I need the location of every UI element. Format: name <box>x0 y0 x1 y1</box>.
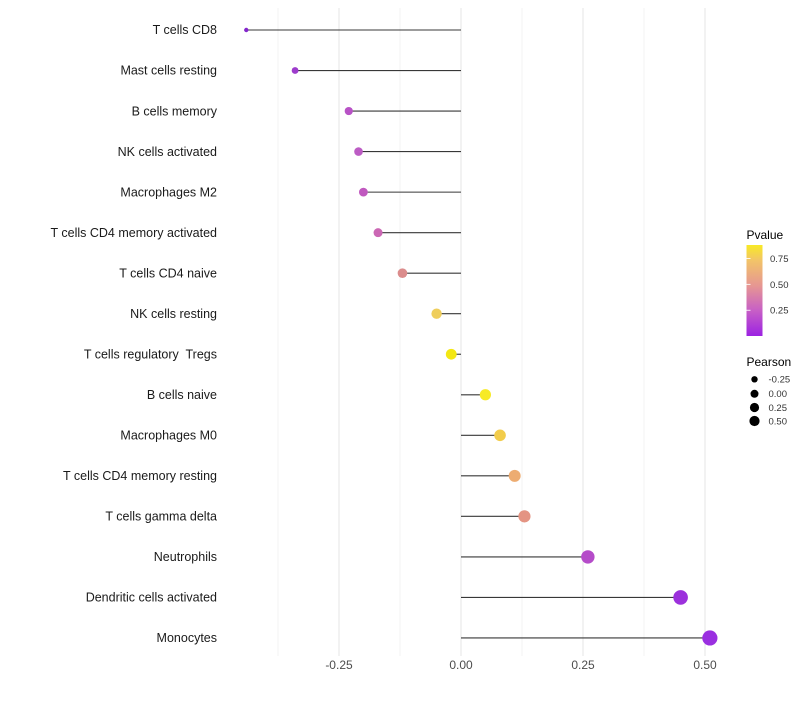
y-axis-label: B cells naive <box>147 388 217 402</box>
lollipop-dot <box>508 469 521 482</box>
lollipop-dot <box>244 27 249 33</box>
y-axis-label: T cells CD8 <box>153 23 217 37</box>
lollipop-dot <box>673 590 688 605</box>
lollipop-dot <box>702 630 718 646</box>
y-axis-label: Neutrophils <box>154 550 217 564</box>
lollipop-dot <box>518 510 531 523</box>
lollipop-dot <box>479 389 491 401</box>
pearson-legend-title: Pearson <box>747 355 792 369</box>
x-tick-label: 0.50 <box>693 658 717 672</box>
x-tick-label: -0.25 <box>325 658 353 672</box>
lollipop-dot <box>431 308 442 319</box>
y-axis-label: T cells CD4 memory activated <box>51 226 218 240</box>
lollipop-dot <box>581 550 595 564</box>
x-tick-label: 0.25 <box>571 658 595 672</box>
y-axis-label: Mast cells resting <box>120 64 217 78</box>
lollipop-dot <box>344 106 353 116</box>
y-axis-label: Macrophages M2 <box>120 185 217 199</box>
lollipop-dot <box>359 187 368 197</box>
y-axis-label: B cells memory <box>132 104 218 118</box>
y-axis-label: T cells CD4 memory resting <box>63 469 217 483</box>
x-tick-label: 0.00 <box>449 658 473 672</box>
y-axis-label: NK cells activated <box>118 145 217 159</box>
y-axis-label: Macrophages M0 <box>120 429 217 443</box>
pearson-legend-dot <box>749 415 760 427</box>
lollipop-dot <box>354 147 363 156</box>
y-axis-label: T cells gamma delta <box>105 510 217 524</box>
colorbar-tick-label: 0.50 <box>770 280 789 291</box>
lollipop-dot <box>373 228 383 238</box>
lollipop-dot <box>397 268 408 278</box>
y-axis-label: T cells regulatory Tregs <box>84 347 217 361</box>
y-axis-label: Dendritic cells activated <box>86 591 217 605</box>
pvalue-legend-title: Pvalue <box>747 228 784 242</box>
pearson-legend-label: 0.50 <box>769 416 788 427</box>
pearson-legend-dot <box>751 376 758 383</box>
y-axis-label: Monocytes <box>157 631 217 645</box>
lollipop-dot <box>494 429 506 442</box>
y-axis-label: T cells CD4 naive <box>119 266 217 280</box>
lollipop-dot <box>291 67 299 74</box>
pearson-legend-dot <box>749 402 760 413</box>
pearson-legend-label: -0.25 <box>769 375 791 386</box>
pearson-legend-label: 0.25 <box>769 403 788 414</box>
lollipop-dot <box>445 348 457 360</box>
pvalue-colorbar <box>746 245 763 336</box>
pearson-legend-dot <box>750 389 759 398</box>
colorbar-tick-label: 0.25 <box>770 306 789 317</box>
pearson-legend-label: 0.00 <box>769 389 788 400</box>
y-axis-label: NK cells resting <box>130 307 217 321</box>
colorbar-tick-label: 0.75 <box>770 254 789 265</box>
